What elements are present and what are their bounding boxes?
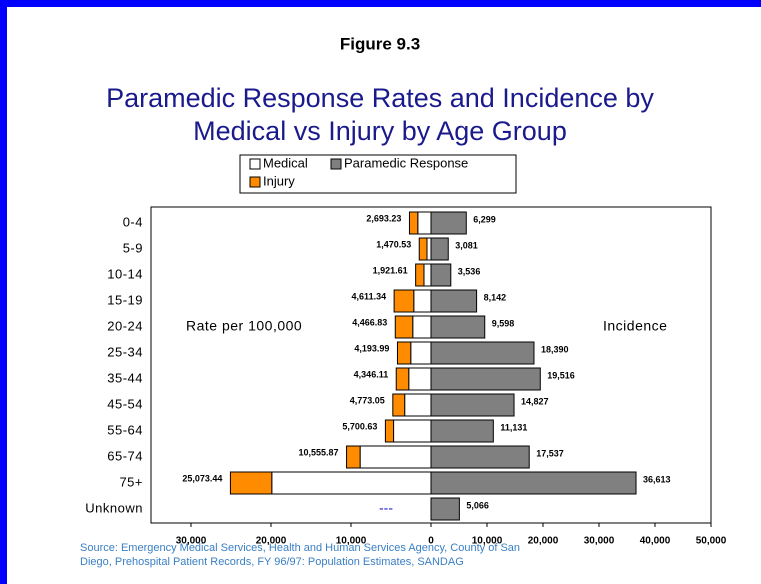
total-label: 4,773.05 — [350, 395, 385, 405]
total-label: 25,073.44 — [182, 473, 222, 483]
legend-swatch — [249, 176, 261, 188]
value-label: 3,536 — [458, 266, 481, 276]
total-label: 4,466.83 — [352, 317, 387, 327]
total-label: 4,611.34 — [352, 291, 387, 301]
bar-paramedic — [430, 263, 452, 287]
value-label: 36,613 — [643, 474, 671, 484]
y-tick-label: 10-14 — [107, 266, 143, 281]
total-label: 5,700.63 — [342, 421, 377, 431]
bar-medical — [359, 445, 432, 469]
bar-paramedic — [430, 471, 637, 495]
legend-swatch — [249, 158, 261, 170]
y-tick-label: 20-24 — [107, 318, 143, 333]
bar-medical — [417, 211, 432, 235]
x-tick-label: 0 — [428, 536, 434, 547]
bar-injury — [396, 341, 412, 365]
x-tick-label: 30,000 — [584, 536, 615, 547]
bar-injury — [408, 211, 419, 235]
total-label: 4,193.99 — [354, 343, 389, 353]
figure-label: Figure 9.3 — [340, 34, 420, 53]
total-label: --- — [379, 500, 393, 516]
y-tick-label: 5-9 — [123, 240, 143, 255]
bar-injury — [346, 445, 361, 469]
bar-medical — [410, 341, 432, 365]
x-tick-label: 10,000 — [472, 536, 503, 547]
bar-medical — [393, 419, 432, 443]
bar-paramedic — [430, 445, 530, 469]
legend-label: Injury — [263, 173, 295, 188]
total-label: 2,693.23 — [366, 213, 401, 223]
legend-label: Paramedic Response — [344, 155, 468, 170]
bar-paramedic — [430, 289, 478, 313]
x-tick-label: 20,000 — [256, 536, 287, 547]
bar-paramedic — [430, 497, 460, 521]
bar-injury — [229, 471, 273, 495]
legend-box — [239, 154, 517, 194]
total-label: 10,555.87 — [299, 447, 339, 457]
value-label: 17,537 — [536, 448, 564, 458]
bar-injury — [395, 367, 410, 391]
bar-medical — [404, 393, 432, 417]
bar-medical — [426, 237, 432, 261]
y-tick-label: 45-54 — [107, 396, 143, 411]
legend-label: Medical — [263, 155, 308, 170]
left-axis-label: Rate per 100,000 — [186, 318, 302, 334]
value-label: 9,598 — [492, 318, 515, 328]
bar-injury — [384, 419, 395, 443]
bar-paramedic — [430, 393, 515, 417]
legend-swatch — [330, 158, 342, 170]
value-label: 18,390 — [541, 344, 569, 354]
bar-injury — [393, 289, 415, 313]
bar-paramedic — [430, 367, 541, 391]
bar-medical — [423, 263, 432, 287]
bar-paramedic — [430, 315, 486, 339]
bar-medical — [413, 289, 432, 313]
x-tick-label: 40,000 — [640, 536, 671, 547]
y-tick-label: 65-74 — [107, 448, 143, 463]
bar-paramedic — [430, 211, 467, 235]
value-label: 19,516 — [547, 370, 575, 380]
chart-title: Medical vs Injury by Age Group — [193, 116, 567, 146]
bar-injury — [418, 237, 428, 261]
bar-paramedic — [430, 419, 494, 443]
chart-title: Paramedic Response Rates and Incidence b… — [106, 83, 654, 113]
bar-paramedic — [430, 237, 449, 261]
y-tick-label: Unknown — [85, 500, 143, 515]
value-label: 8,142 — [484, 292, 507, 302]
y-tick-label: 75+ — [119, 474, 143, 489]
value-label: 11,131 — [500, 422, 527, 432]
source: Diego, Prehospital Patient Records, FY 9… — [80, 556, 464, 568]
value-label: 6,299 — [473, 214, 496, 224]
bar-medical — [271, 471, 432, 495]
bar-injury — [415, 263, 425, 287]
y-tick-label: 35-44 — [107, 370, 143, 385]
value-label: 14,827 — [521, 396, 549, 406]
bar-injury — [394, 315, 414, 339]
y-tick-label: 0-4 — [123, 214, 143, 229]
bar-medical — [408, 367, 432, 391]
right-axis-label: Incidence — [603, 318, 667, 334]
x-tick-label: 20,000 — [528, 536, 559, 547]
total-label: 1,921.61 — [373, 265, 408, 275]
source: Source: Emergency Medical Services, Heal… — [80, 542, 520, 554]
value-label: 5,066 — [466, 500, 489, 510]
y-tick-label: 25-34 — [107, 344, 143, 359]
x-tick-label: 50,000 — [696, 536, 727, 547]
value-label: 3,081 — [455, 240, 478, 250]
total-label: 4,346.11 — [354, 369, 389, 379]
bar-injury — [392, 393, 406, 417]
y-tick-label: 15-19 — [107, 292, 143, 307]
bar-medical — [412, 315, 432, 339]
total-label: 1,470.53 — [376, 239, 411, 249]
x-tick-label: 10,000 — [336, 536, 367, 547]
bar-paramedic — [430, 341, 535, 365]
x-tick-label: 30,000 — [176, 536, 207, 547]
y-tick-label: 55-64 — [107, 422, 143, 437]
